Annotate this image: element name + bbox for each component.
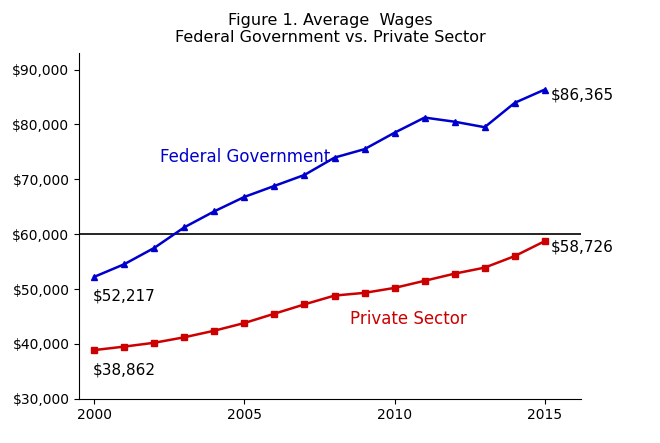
- Text: $86,365: $86,365: [550, 88, 614, 102]
- Text: Federal Government: Federal Government: [160, 148, 331, 167]
- Text: $52,217: $52,217: [92, 289, 156, 304]
- Text: Private Sector: Private Sector: [350, 310, 466, 328]
- Title: Figure 1. Average  Wages
Federal Government vs. Private Sector: Figure 1. Average Wages Federal Governme…: [175, 13, 485, 45]
- Text: $58,726: $58,726: [550, 239, 614, 254]
- Text: $38,862: $38,862: [92, 362, 156, 377]
